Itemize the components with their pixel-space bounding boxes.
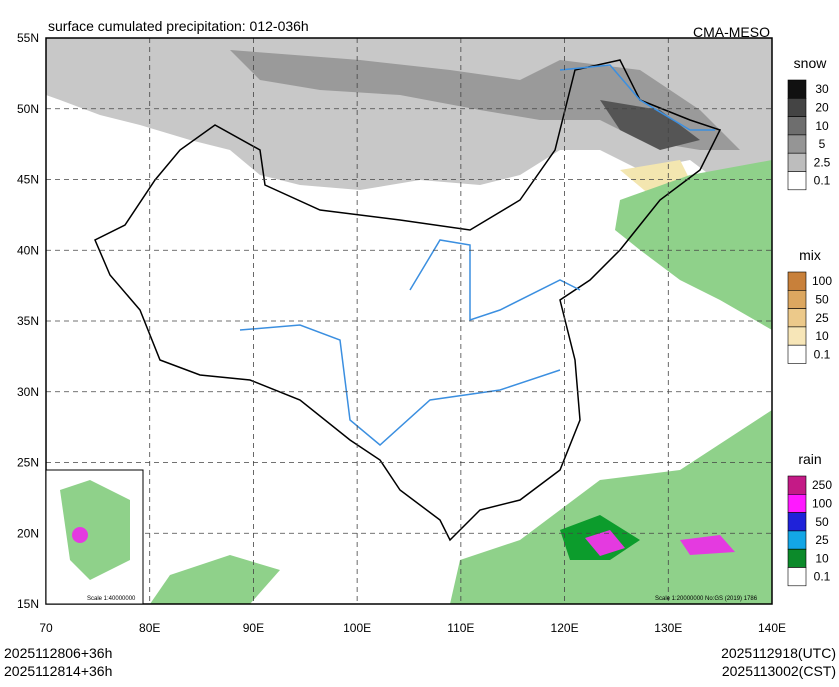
legend-label: 10 [815, 119, 829, 133]
lon-label: 100E [343, 621, 371, 635]
lat-label: 35N [17, 314, 39, 328]
legend-label: 20 [815, 100, 829, 114]
snow-area-max [600, 100, 700, 150]
legend-swatch [787, 134, 807, 154]
source: CMA-MESO [693, 24, 770, 40]
init-cst: 2025112814+36h [4, 663, 112, 679]
legend-label: 5 [819, 137, 826, 151]
rain-area-heavy [680, 535, 735, 555]
legend-swatch [787, 289, 807, 309]
legend-label: 250 [812, 478, 832, 492]
lon-label: 80E [139, 621, 160, 635]
legend-swatch [787, 308, 807, 328]
legends: snow 30 20 10 5 2.5 0.1 mix 100 50 25 10 0.1 rain 250 1… [787, 55, 832, 587]
legend-label: 50 [815, 515, 829, 529]
legend-swatch [787, 512, 807, 532]
inset-rain [60, 480, 130, 580]
init-utc: 2025112806+36h [4, 645, 112, 661]
legend-label: 25 [815, 311, 829, 325]
legend-swatch [787, 116, 807, 136]
country-border [94, 59, 722, 542]
legend-swatch [787, 475, 807, 495]
lat-label: 25N [17, 456, 39, 470]
legend-swatch [787, 98, 807, 117]
lon-label: 130E [654, 621, 682, 635]
rain-area [450, 410, 772, 604]
legend-title: rain [798, 451, 821, 467]
lon-label: 120E [551, 621, 579, 635]
legend-label: 10 [815, 551, 829, 565]
scale-note: Scale 1:20000000 No:GS (2019) 1786 [655, 596, 758, 602]
legend-label: 100 [812, 496, 832, 510]
map-frame [45, 37, 773, 605]
rain-area-heavy [585, 530, 625, 556]
legend-label: 0.1 [814, 347, 831, 361]
lon-label: 90E [243, 621, 264, 635]
lat-label: 20N [17, 526, 39, 540]
lat-label: 50N [17, 102, 39, 116]
legend-swatch [787, 271, 807, 291]
legend-label: 25 [815, 533, 829, 547]
legend-swatch [787, 326, 807, 346]
legend-swatch [787, 79, 807, 99]
lat-label: 45N [17, 173, 39, 187]
lon-label: 140E [758, 621, 786, 635]
legend-label: 30 [815, 82, 829, 96]
valid-cst: 2025113002(CST) [722, 663, 836, 679]
lon-label: 70 [39, 621, 53, 635]
map-area: Scale 1:40000000 Scale 1:20000000 No:GS … [45, 37, 773, 605]
legend-label: 2.5 [814, 155, 831, 169]
legend-label: 50 [815, 292, 829, 306]
legend-label: 0.1 [814, 570, 831, 584]
inset-scale: Scale 1:40000000 [87, 596, 136, 602]
rain-area [150, 555, 280, 604]
legend-label: 100 [812, 274, 832, 288]
legend-swatch [787, 152, 807, 172]
lat-label: 30N [17, 385, 39, 399]
grid [46, 38, 772, 604]
legend-swatch [787, 344, 807, 364]
legend-swatch [787, 530, 807, 550]
title: surface cumulated precipitation: 012-036… [48, 18, 309, 34]
legend-title: snow [794, 55, 828, 71]
legend-swatch [787, 548, 807, 568]
valid-utc: 2025112918(UTC) [721, 645, 836, 661]
legend-label: 0.1 [814, 174, 831, 188]
lat-label: 40N [17, 243, 39, 257]
lon-label: 110E [447, 621, 474, 635]
lat-label: 55N [17, 31, 39, 45]
legend-swatch [787, 567, 807, 587]
rain-area [615, 160, 772, 330]
legend-swatch [787, 493, 807, 513]
legend-title: mix [799, 247, 821, 263]
legend-label: 10 [815, 329, 829, 343]
inset-typhoon [72, 527, 88, 543]
legend-swatch [787, 171, 807, 191]
lat-label: 15N [17, 597, 39, 611]
